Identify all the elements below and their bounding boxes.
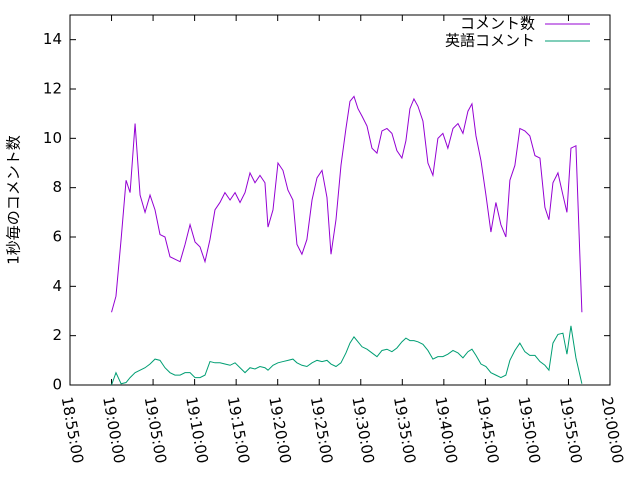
x-tick-label: 19:05:00: [141, 395, 170, 464]
x-tick-label: 20:00:00: [598, 395, 627, 464]
x-tick-label: 19:45:00: [473, 395, 502, 464]
y-tick-label: 4: [52, 277, 62, 295]
x-tick-label: 18:55:00: [58, 395, 87, 464]
y-tick-label: 14: [43, 30, 62, 48]
y-axis-label: 1秒毎のコメント数: [5, 135, 23, 265]
x-tick-label: 19:40:00: [431, 395, 460, 464]
y-tick-label: 6: [52, 228, 62, 246]
y-tick-label: 0: [52, 376, 62, 394]
x-tick-label: 19:10:00: [182, 395, 211, 464]
series-line: [111, 95, 583, 313]
x-tick-label: 19:20:00: [265, 395, 294, 464]
y-tick-label: 2: [52, 326, 62, 344]
x-tick-label: 19:50:00: [515, 395, 544, 464]
y-tick-label: 10: [43, 129, 62, 147]
y-tick-label: 8: [52, 178, 62, 196]
x-tick-label: 19:55:00: [556, 395, 585, 464]
y-tick-label: 12: [43, 80, 62, 98]
legend-label: 英語コメント: [445, 32, 535, 50]
legend-label: コメント数: [460, 15, 535, 33]
x-tick-label: 19:30:00: [348, 395, 377, 464]
plot-border: [69, 14, 611, 386]
x-tick-label: 19:35:00: [390, 395, 419, 464]
x-tick-label: 19:15:00: [224, 395, 253, 464]
x-tick-label: 19:25:00: [307, 395, 336, 464]
series-line: [111, 325, 583, 386]
x-tick-label: 19:00:00: [99, 395, 128, 464]
